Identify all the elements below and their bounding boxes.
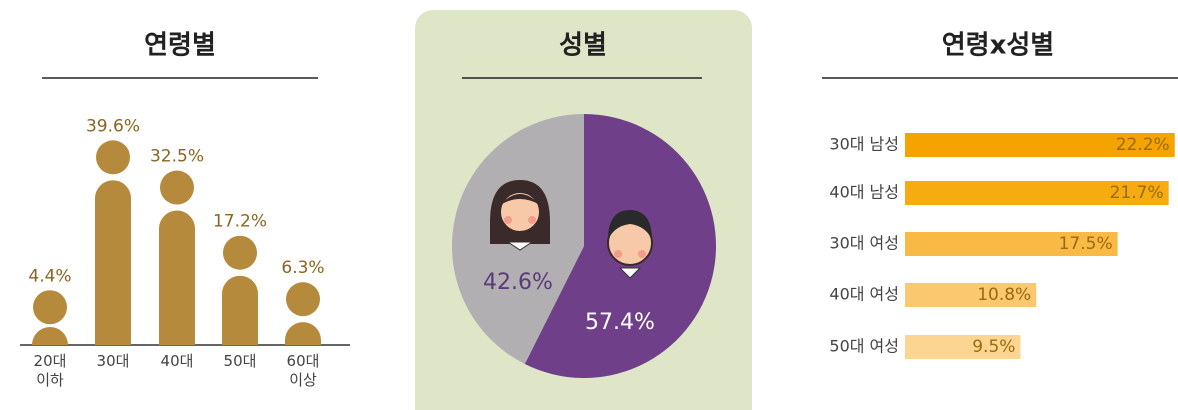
x-label-box: 50대 xyxy=(208,352,272,402)
value-label: 22.2% xyxy=(1116,135,1170,155)
value-label: 10.8% xyxy=(977,285,1031,305)
value-label: 6.3% xyxy=(281,258,324,278)
value-label: 17.5% xyxy=(1059,234,1113,254)
value-label: 4.4% xyxy=(28,266,71,286)
chart-title: 연령x성별 xyxy=(942,31,1054,61)
bar xyxy=(159,211,195,345)
bar xyxy=(222,276,258,345)
bar xyxy=(285,322,321,345)
chart-title: 성별 xyxy=(559,31,607,61)
x-label-box: 30대 xyxy=(81,352,145,402)
x-label-box: 60대 이상 xyxy=(271,352,335,402)
infographic: 연령별 성별 연령x성별 4.4% 20대 이하 39.6% 30대 32.5% 40대 1… xyxy=(0,0,1178,410)
value-label: 17.2% xyxy=(213,212,267,232)
bar-head xyxy=(286,282,320,316)
y-tick-label: 30대 여성 xyxy=(829,234,899,253)
x-tick-label: 30대 xyxy=(92,352,134,371)
x-tick-label: 20대 이하 xyxy=(29,352,71,390)
bar xyxy=(95,180,131,345)
x-tick-label: 60대 이상 xyxy=(282,352,324,390)
bar-head xyxy=(160,171,194,205)
bar-head xyxy=(96,140,130,174)
bar-head xyxy=(33,290,67,324)
value-label: 9.5% xyxy=(972,337,1015,357)
y-tick-label: 40대 여성 xyxy=(829,285,899,304)
value-label: 21.7% xyxy=(1110,183,1164,203)
x-label-box: 40대 xyxy=(145,352,209,402)
chart-title: 연령별 xyxy=(144,31,216,61)
x-label-box: 20대 이하 xyxy=(18,352,82,402)
y-tick-label: 30대 남성 xyxy=(829,135,899,154)
female-icon xyxy=(490,180,550,250)
value-label: 57.4% xyxy=(585,310,655,335)
pie xyxy=(452,114,716,378)
value-label: 32.5% xyxy=(150,147,204,167)
value-label: 39.6% xyxy=(86,116,140,136)
y-tick-label: 40대 남성 xyxy=(829,183,899,202)
value-label: 42.6% xyxy=(483,270,553,295)
y-tick-label: 50대 여성 xyxy=(829,337,899,356)
bar xyxy=(32,327,68,345)
x-tick-label: 40대 xyxy=(156,352,198,371)
x-tick-label: 50대 xyxy=(219,352,261,371)
bar-head xyxy=(223,236,257,270)
